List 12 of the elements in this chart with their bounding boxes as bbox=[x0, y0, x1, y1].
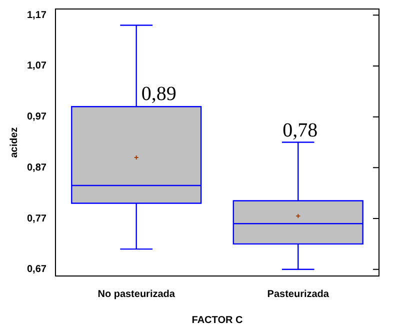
annotation: 0,89 bbox=[141, 82, 176, 105]
y-tick-label: 0,67 bbox=[26, 264, 47, 276]
x-tick-label: No pasteurizada bbox=[98, 288, 176, 300]
y-tick-label: 1,17 bbox=[26, 10, 47, 21]
y-axis-title: acidez bbox=[8, 127, 20, 158]
y-tick-label: 0,97 bbox=[26, 112, 47, 123]
y-tick-label: 1,07 bbox=[26, 60, 47, 72]
x-tick-label: Pasteurizada bbox=[267, 288, 330, 300]
annotation: 0,78 bbox=[282, 119, 318, 142]
y-tick-label: 0,87 bbox=[26, 162, 47, 174]
y-tick-label: 0,77 bbox=[26, 213, 47, 224]
x-axis-title: FACTOR C bbox=[192, 314, 243, 326]
